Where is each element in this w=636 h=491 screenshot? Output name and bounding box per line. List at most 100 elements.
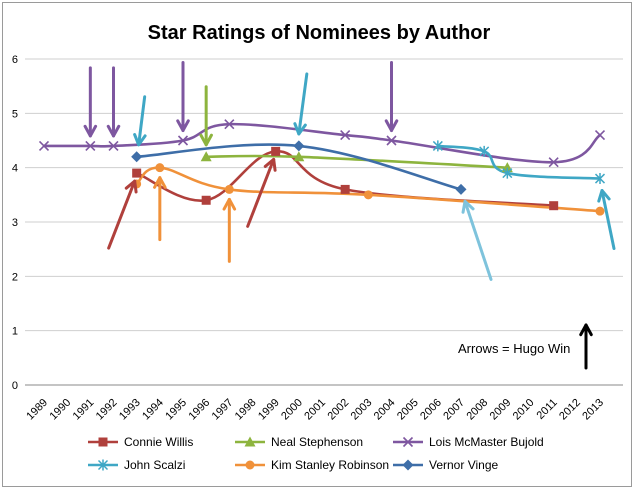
- legend-marker: [245, 460, 255, 470]
- data-point: [594, 173, 606, 185]
- data-point: [340, 130, 351, 141]
- legend-label: Connie Willis: [124, 435, 193, 449]
- hugo-win-arrow-icon: [199, 85, 213, 147]
- legend-label: Vernor Vinge: [429, 458, 498, 472]
- data-point: [131, 151, 143, 163]
- series-line: [437, 144, 601, 180]
- x-tick-label: 2010: [511, 397, 537, 423]
- x-tick-label: 2005: [395, 397, 421, 423]
- hugo-win-arrows: [83, 61, 616, 281]
- annotation: Arrows = Hugo Win: [458, 323, 593, 370]
- legend-item: Vernor Vinge: [393, 458, 498, 472]
- data-point: [479, 145, 490, 157]
- x-tick-label: 1994: [140, 397, 166, 423]
- axes: 0123456198919901991199219931994199519961…: [12, 54, 623, 422]
- legend-marker: [98, 437, 108, 447]
- x-tick-label: 1993: [117, 397, 143, 423]
- chart-title: Star Ratings of Nominees by Author: [148, 22, 491, 44]
- data-point: [224, 119, 235, 130]
- x-tick-label: 2008: [464, 397, 490, 423]
- data-point: [108, 140, 119, 151]
- legend-item: John Scalzi: [88, 458, 185, 472]
- hugo-win-arrow-icon: [461, 199, 493, 281]
- y-tick-label: 2: [12, 271, 18, 283]
- hugo-win-arrow-icon: [597, 189, 616, 251]
- legend-item: Neal Stephenson: [235, 435, 363, 449]
- x-tick-label: 1992: [94, 397, 120, 423]
- x-tick-label: 1989: [24, 397, 50, 423]
- legend-item: Connie Willis: [88, 435, 193, 449]
- gridlines: [25, 58, 623, 332]
- legend-label: Lois McMaster Bujold: [429, 435, 544, 449]
- legend-label: Neal Stephenson: [271, 435, 363, 449]
- data-point: [455, 183, 467, 195]
- x-tick-label: 2009: [488, 397, 514, 423]
- x-tick-label: 2011: [535, 397, 560, 422]
- x-tick-label: 1995: [163, 397, 189, 423]
- legend: Connie Willis Neal Stephenson Lois McMaste…: [88, 435, 544, 472]
- legend-label: John Scalzi: [124, 458, 185, 472]
- hugo-win-arrow-icon: [106, 66, 121, 138]
- legend-marker: [402, 436, 414, 448]
- x-tick-label: 2012: [557, 397, 583, 423]
- legend-marker: [402, 459, 414, 471]
- hugo-win-arrow-icon: [293, 72, 309, 136]
- x-tick-label: 1998: [233, 397, 259, 423]
- line-chart: Star Ratings of Nominees by Author 0 1 2 3 4…: [12, 22, 623, 472]
- y-tick-label: 1: [12, 326, 18, 338]
- data-point: [224, 184, 234, 194]
- data-point: [340, 184, 350, 194]
- hugo-win-arrow-icon: [176, 61, 190, 132]
- x-tick-label: 1990: [47, 397, 73, 423]
- chart-frame: Star Ratings of Nominees by Author 0 1 2 3 4…: [2, 2, 632, 487]
- annotation-arrow-icon: [579, 323, 593, 370]
- hugo-win-arrow-icon: [107, 179, 138, 250]
- data-point: [548, 157, 559, 168]
- data-point: [177, 135, 189, 146]
- data-point: [594, 130, 606, 141]
- x-tick-label: 2000: [279, 397, 305, 423]
- legend-item: Kim Stanley Robinson: [235, 458, 389, 472]
- x-tick-label: 2013: [580, 397, 606, 423]
- hugo-win-arrow-icon: [133, 95, 147, 147]
- data-point: [132, 168, 142, 178]
- legend-marker: [97, 459, 109, 471]
- data-point: [502, 167, 513, 179]
- annotation-arrow-icon: [579, 323, 593, 370]
- data-point: [38, 140, 50, 151]
- data-point: [200, 151, 212, 162]
- y-tick-label: 5: [12, 108, 18, 120]
- data-point: [201, 195, 211, 205]
- hugo-win-arrow-icon: [384, 61, 399, 132]
- data-point: [363, 190, 373, 200]
- data-point: [155, 163, 165, 173]
- data-point: [293, 140, 305, 152]
- hugo-win-arrow-icon: [153, 176, 167, 242]
- data-point: [595, 206, 605, 216]
- data-point: [293, 151, 305, 162]
- x-tick-label: 2001: [302, 397, 328, 423]
- legend-marker: [244, 436, 256, 447]
- x-tick-label: 1996: [186, 397, 212, 423]
- y-tick-label: 3: [12, 217, 18, 229]
- data-point: [549, 201, 559, 211]
- series-markers: [38, 119, 606, 216]
- hugo-win-arrow-icon: [222, 197, 237, 263]
- series-line: [44, 122, 601, 164]
- data-point: [432, 140, 443, 152]
- x-tick-label: 1999: [256, 397, 282, 423]
- y-tick-label: 6: [12, 54, 18, 66]
- x-tick-label: 2002: [325, 397, 351, 423]
- hugo-win-arrow-icon: [246, 157, 277, 228]
- data-point: [271, 146, 281, 156]
- x-tick-label: 1991: [71, 397, 97, 423]
- x-tick-label: 2007: [441, 397, 467, 423]
- legend-label: Kim Stanley Robinson: [271, 458, 389, 472]
- hugo-win-arrow-icon: [83, 66, 98, 138]
- x-tick-label: 1997: [210, 397, 236, 423]
- series-line: [206, 154, 508, 169]
- x-tick-label: 2004: [372, 397, 398, 423]
- y-tick-label: 0: [12, 380, 18, 392]
- data-point: [386, 135, 397, 146]
- y-tick-label: 4: [12, 163, 18, 175]
